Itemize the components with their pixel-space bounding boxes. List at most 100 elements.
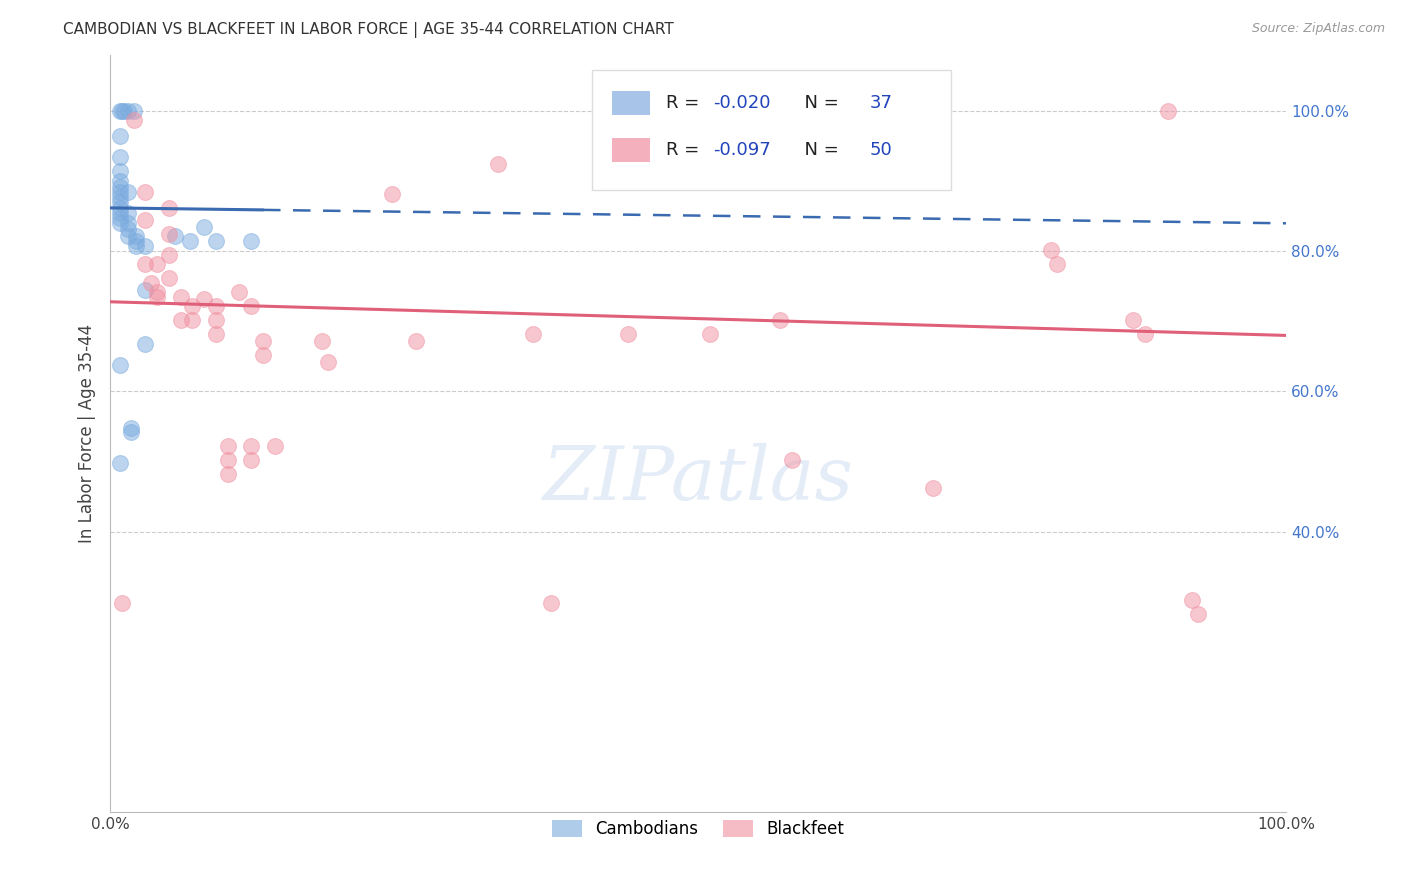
Point bbox=[1157, 104, 1180, 119]
Point bbox=[228, 285, 250, 299]
Text: -0.097: -0.097 bbox=[713, 141, 770, 159]
Point bbox=[170, 290, 193, 304]
Point bbox=[122, 112, 145, 127]
Legend: Cambodians, Blackfeet: Cambodians, Blackfeet bbox=[546, 814, 851, 845]
Point bbox=[381, 186, 404, 201]
Point bbox=[217, 467, 239, 482]
Bar bbox=[612, 91, 650, 115]
Point bbox=[141, 276, 163, 290]
Point bbox=[193, 292, 215, 306]
Point bbox=[316, 355, 339, 369]
Point bbox=[157, 271, 180, 285]
Point bbox=[170, 313, 193, 327]
Point bbox=[240, 453, 263, 467]
Point bbox=[205, 326, 228, 341]
Point bbox=[311, 334, 333, 348]
Text: N =: N = bbox=[793, 141, 845, 159]
Point bbox=[108, 179, 131, 194]
Point bbox=[108, 128, 131, 143]
Point bbox=[1187, 607, 1209, 622]
Point bbox=[616, 326, 638, 341]
Point bbox=[117, 216, 139, 230]
Point bbox=[181, 313, 204, 327]
Point bbox=[522, 326, 544, 341]
Point bbox=[252, 348, 274, 362]
Point bbox=[240, 234, 263, 248]
Point bbox=[134, 212, 156, 227]
Point bbox=[117, 228, 139, 243]
Point bbox=[112, 104, 135, 119]
Point bbox=[205, 299, 228, 313]
Point bbox=[157, 248, 180, 262]
Point bbox=[134, 283, 156, 297]
Point bbox=[146, 285, 169, 299]
Point bbox=[125, 228, 148, 243]
Point bbox=[699, 326, 721, 341]
Point bbox=[1133, 326, 1156, 341]
Point bbox=[108, 174, 131, 188]
Point bbox=[540, 596, 562, 610]
Point bbox=[117, 104, 139, 119]
Point bbox=[193, 219, 215, 234]
Point bbox=[134, 257, 156, 271]
Point bbox=[108, 456, 131, 470]
Point bbox=[157, 227, 180, 241]
Text: CAMBODIAN VS BLACKFEET IN LABOR FORCE | AGE 35-44 CORRELATION CHART: CAMBODIAN VS BLACKFEET IN LABOR FORCE | … bbox=[63, 22, 673, 38]
Point bbox=[240, 299, 263, 313]
Point bbox=[120, 421, 142, 435]
Point bbox=[117, 206, 139, 220]
Point bbox=[181, 299, 204, 313]
Point bbox=[146, 290, 169, 304]
Point bbox=[252, 334, 274, 348]
Point bbox=[108, 195, 131, 210]
Point bbox=[122, 104, 145, 119]
Point bbox=[922, 481, 945, 495]
Point bbox=[1046, 257, 1069, 271]
Text: N =: N = bbox=[793, 94, 845, 112]
Point bbox=[1039, 243, 1062, 257]
Point bbox=[117, 185, 139, 199]
Point bbox=[179, 234, 201, 248]
Point bbox=[108, 163, 131, 178]
Point bbox=[120, 425, 142, 439]
Point bbox=[111, 596, 134, 610]
Point bbox=[263, 439, 285, 453]
Text: R =: R = bbox=[666, 94, 706, 112]
Text: ZIPatlas: ZIPatlas bbox=[543, 442, 853, 516]
Point bbox=[205, 313, 228, 327]
Point bbox=[125, 238, 148, 252]
Text: 37: 37 bbox=[870, 94, 893, 112]
Point bbox=[108, 150, 131, 164]
Text: Source: ZipAtlas.com: Source: ZipAtlas.com bbox=[1251, 22, 1385, 36]
Point bbox=[769, 313, 792, 327]
Point bbox=[163, 228, 186, 243]
Point bbox=[108, 216, 131, 230]
Point bbox=[486, 157, 509, 171]
Point bbox=[108, 201, 131, 215]
Point bbox=[108, 358, 131, 372]
Point bbox=[1122, 313, 1144, 327]
Point bbox=[405, 334, 427, 348]
Point bbox=[111, 104, 134, 119]
Point bbox=[134, 336, 156, 351]
Point bbox=[108, 185, 131, 199]
Point bbox=[217, 439, 239, 453]
FancyBboxPatch shape bbox=[592, 70, 950, 190]
Point bbox=[108, 104, 131, 119]
Point bbox=[108, 206, 131, 220]
Point bbox=[117, 222, 139, 236]
Text: 50: 50 bbox=[870, 141, 893, 159]
Point bbox=[217, 453, 239, 467]
Text: -0.020: -0.020 bbox=[713, 94, 770, 112]
Bar bbox=[612, 137, 650, 161]
Point bbox=[780, 453, 803, 467]
Point bbox=[240, 439, 263, 453]
Point bbox=[1181, 593, 1204, 607]
Text: R =: R = bbox=[666, 141, 706, 159]
Point bbox=[205, 234, 228, 248]
Point bbox=[108, 211, 131, 225]
Point bbox=[125, 234, 148, 248]
Point bbox=[134, 238, 156, 252]
Point bbox=[134, 185, 156, 199]
Point bbox=[146, 257, 169, 271]
